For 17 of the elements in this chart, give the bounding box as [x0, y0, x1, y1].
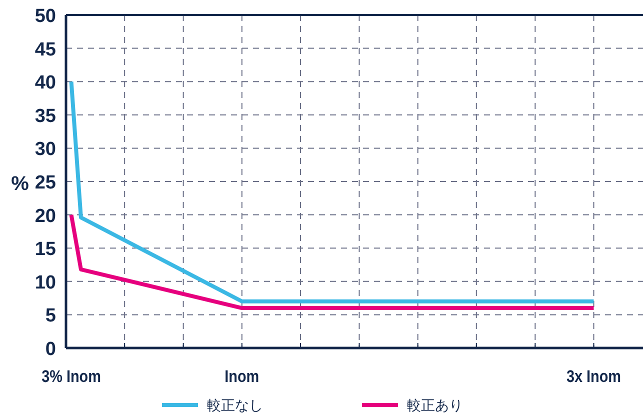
y-tick-label: 40: [34, 72, 56, 94]
y-tick-label: 15: [34, 239, 56, 260]
y-tick-label: 20: [34, 206, 56, 227]
y-tick-label: 5: [45, 306, 56, 327]
legend-label: 較正あり: [407, 397, 463, 413]
y-axis-title: %: [11, 173, 30, 195]
y-tick-label: 30: [34, 139, 56, 160]
x-tick-label: 3x Inom: [566, 368, 622, 386]
y-tick-label: 35: [34, 106, 56, 127]
y-tick-label: 0: [45, 339, 56, 360]
x-tick-label: Inom: [224, 368, 260, 386]
y-tick-label: 25: [34, 172, 56, 194]
y-tick-label: 45: [34, 39, 56, 60]
y-tick-label: 10: [34, 272, 56, 294]
legend-label: 較正なし: [207, 397, 263, 413]
y-tick-label: 50: [34, 6, 56, 27]
x-tick-label: 3% Inom: [42, 368, 101, 386]
